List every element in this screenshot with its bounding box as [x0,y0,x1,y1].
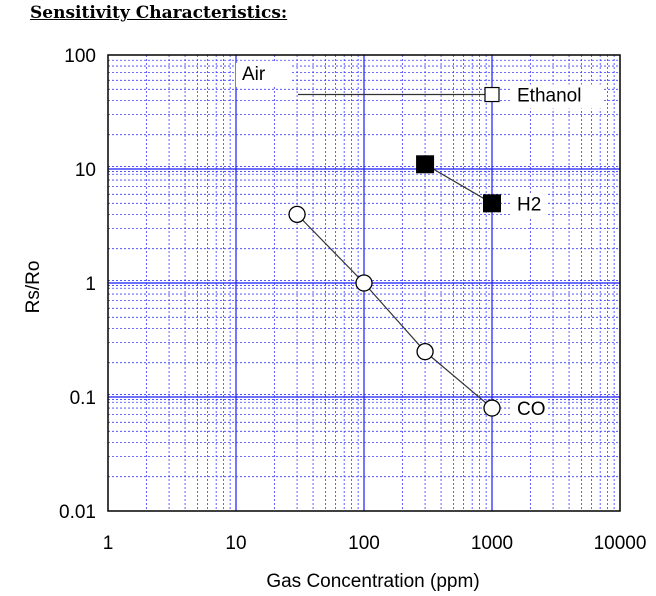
ethanol-point [484,86,500,103]
h2-label: H2 [517,194,541,215]
page-title: Sensitivity Characteristics: [30,3,288,23]
y-tick-label: 10 [75,160,96,181]
air-label: Air [242,64,266,85]
air-label-bg [236,63,290,87]
x-tick-label: 100 [348,533,380,554]
series: Air Ethanol H2 CO [236,63,602,423]
x-tick-label: 1 [103,533,114,554]
co-label-bg [511,398,547,423]
h2-point [416,155,435,174]
plot-frame [107,54,621,512]
grid [108,55,620,511]
co-line [296,213,493,409]
co-point [355,274,373,292]
y-axis-label: Rs/Ro [23,261,44,314]
ethanol-label: Ethanol [517,86,581,107]
x-tick-label: 1000 [471,533,513,554]
axis-ticks: 1 10 100 1000 10000 0.01 0.1 1 10 100 [59,46,646,554]
x-tick-label: 10 [225,533,246,554]
x-axis-label: Gas Concentration (ppm) [266,571,479,592]
y-tick-label: 1 [85,274,96,295]
co-point [416,342,434,361]
y-tick-label: 100 [64,46,96,67]
h2-line [424,163,493,204]
h2-label-bg [511,193,547,218]
ethanol-label-bg [511,84,602,109]
co-point [483,399,501,417]
y-tick-label: 0.01 [59,502,96,523]
co-label: CO [517,399,546,420]
h2-point [483,194,501,213]
x-tick-label: 10000 [594,533,647,554]
co-point [288,205,306,224]
y-tick-label: 0.1 [70,388,96,409]
